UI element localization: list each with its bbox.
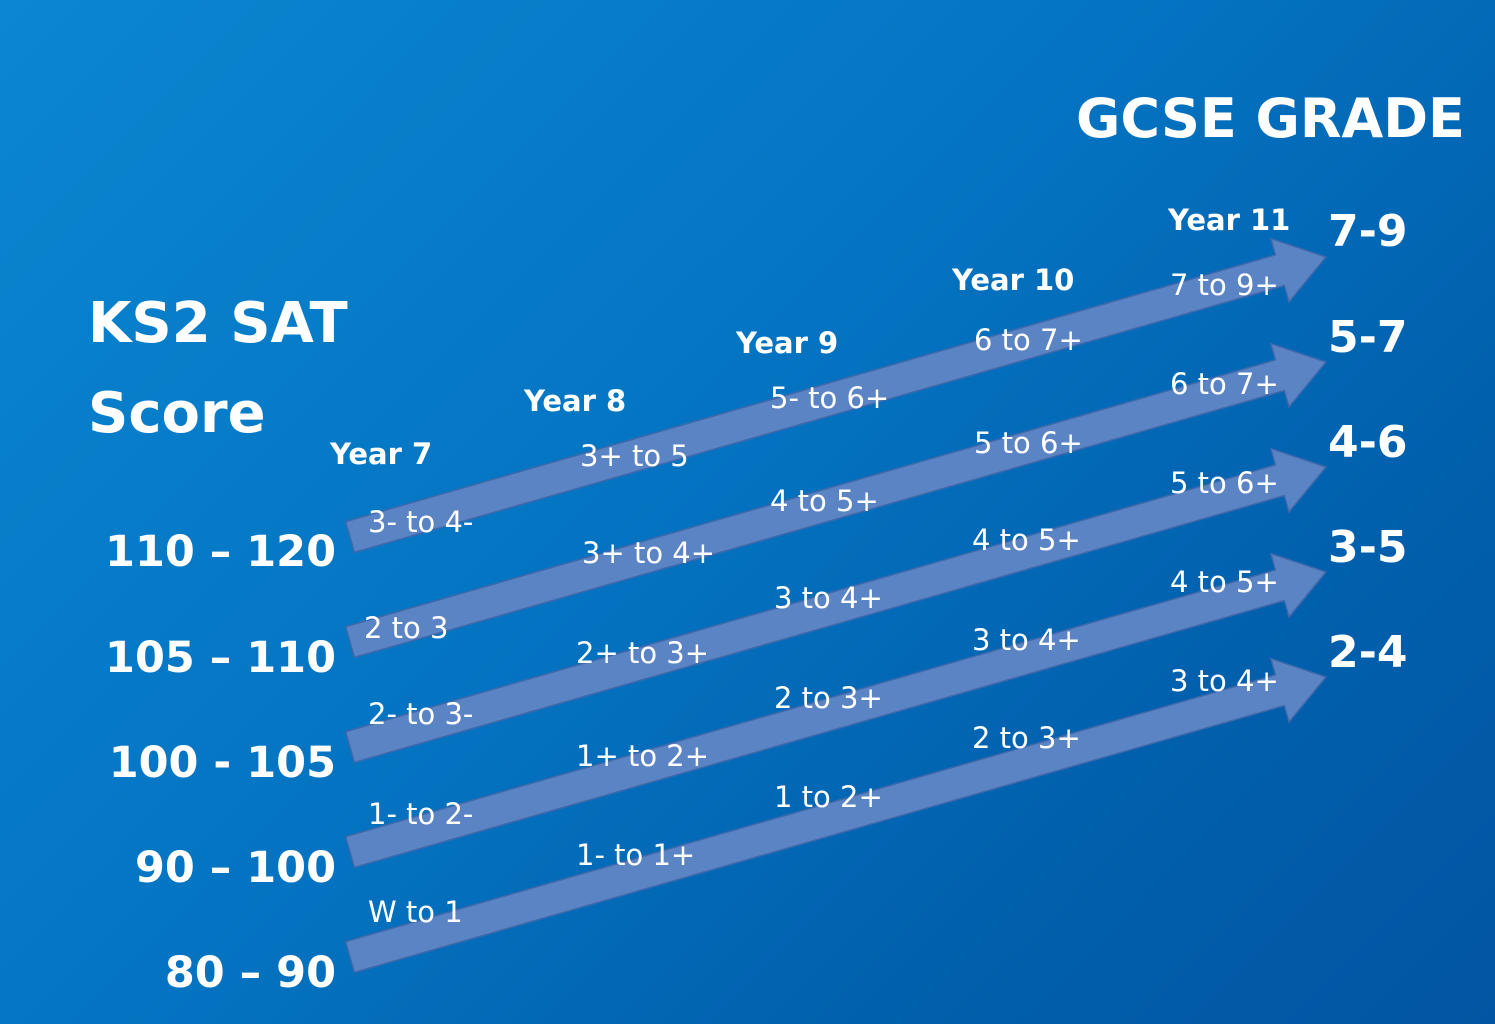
pathway-range-label: 3- to 4- xyxy=(368,505,474,539)
year-7-header: Year 7 xyxy=(330,437,433,471)
ks2-sat-title-line1: KS2 SAT xyxy=(88,291,348,356)
pathway-range-label: 2 to 3+ xyxy=(774,681,883,715)
pathway-range-label: 3 to 4+ xyxy=(972,623,1081,657)
gcse-grade-label: 3-5 xyxy=(1328,522,1408,573)
pathway-range-label: 4 to 5+ xyxy=(972,523,1081,557)
pathway-range-label: 3+ to 4+ xyxy=(582,536,716,570)
pathway-range-label: 5 to 6+ xyxy=(974,426,1083,460)
pathway-arrow xyxy=(344,657,1328,974)
pathway-range-label: 1- to 2- xyxy=(368,797,474,831)
pathway-range-label: 1+ to 2+ xyxy=(576,739,710,773)
year-11-header: Year 11 xyxy=(1168,203,1291,237)
gcse-grade-label: 4-6 xyxy=(1328,417,1408,468)
pathway-range-label: 2+ to 3+ xyxy=(576,636,710,670)
pathway-arrow xyxy=(344,447,1328,764)
pathway-range-label: 5- to 6+ xyxy=(770,381,890,415)
ks2-sat-title-line2: Score xyxy=(88,381,266,446)
pathway-range-label: 4 to 5+ xyxy=(770,484,879,518)
pathway-range-label: 1- to 1+ xyxy=(576,838,696,872)
sat-score-label: 105 – 110 xyxy=(105,633,336,683)
year-10-header: Year 10 xyxy=(952,263,1075,297)
pathway-range-label: 3 to 4+ xyxy=(1170,664,1279,698)
pathway-range-label: 4 to 5+ xyxy=(1170,565,1279,599)
sat-score-label: 110 – 120 xyxy=(105,527,336,577)
pathway-range-label: 2- to 3- xyxy=(368,697,474,731)
pathway-range-label: 3 to 4+ xyxy=(774,581,883,615)
pathway-range-label: 7 to 9+ xyxy=(1170,268,1279,302)
sat-score-label: 100 - 105 xyxy=(108,738,336,788)
gcse-grade-label: 7-9 xyxy=(1328,206,1408,257)
pathway-range-label: 5 to 6+ xyxy=(1170,466,1279,500)
year-9-header: Year 9 xyxy=(736,326,839,360)
pathway-range-label: 1 to 2+ xyxy=(774,780,883,814)
pathway-range-label: 3+ to 5 xyxy=(580,439,689,473)
pathway-range-label: 6 to 7+ xyxy=(1170,367,1279,401)
pathway-arrow xyxy=(344,552,1328,869)
gcse-grade-title: GCSE GRADE xyxy=(1076,87,1465,150)
pathway-arrow xyxy=(344,237,1328,554)
year-8-header: Year 8 xyxy=(524,384,627,418)
pathway-range-label: 6 to 7+ xyxy=(974,323,1083,357)
sat-score-label: 90 – 100 xyxy=(134,843,336,893)
gcse-grade-label: 2-4 xyxy=(1328,627,1408,678)
gcse-grade-label: 5-7 xyxy=(1328,312,1408,363)
pathway-arrow xyxy=(344,342,1328,659)
sat-score-label: 80 – 90 xyxy=(164,948,336,998)
pathway-range-label: 2 to 3+ xyxy=(972,721,1081,755)
pathway-range-label: W to 1 xyxy=(368,895,463,929)
pathway-range-label: 2 to 3 xyxy=(364,611,449,645)
